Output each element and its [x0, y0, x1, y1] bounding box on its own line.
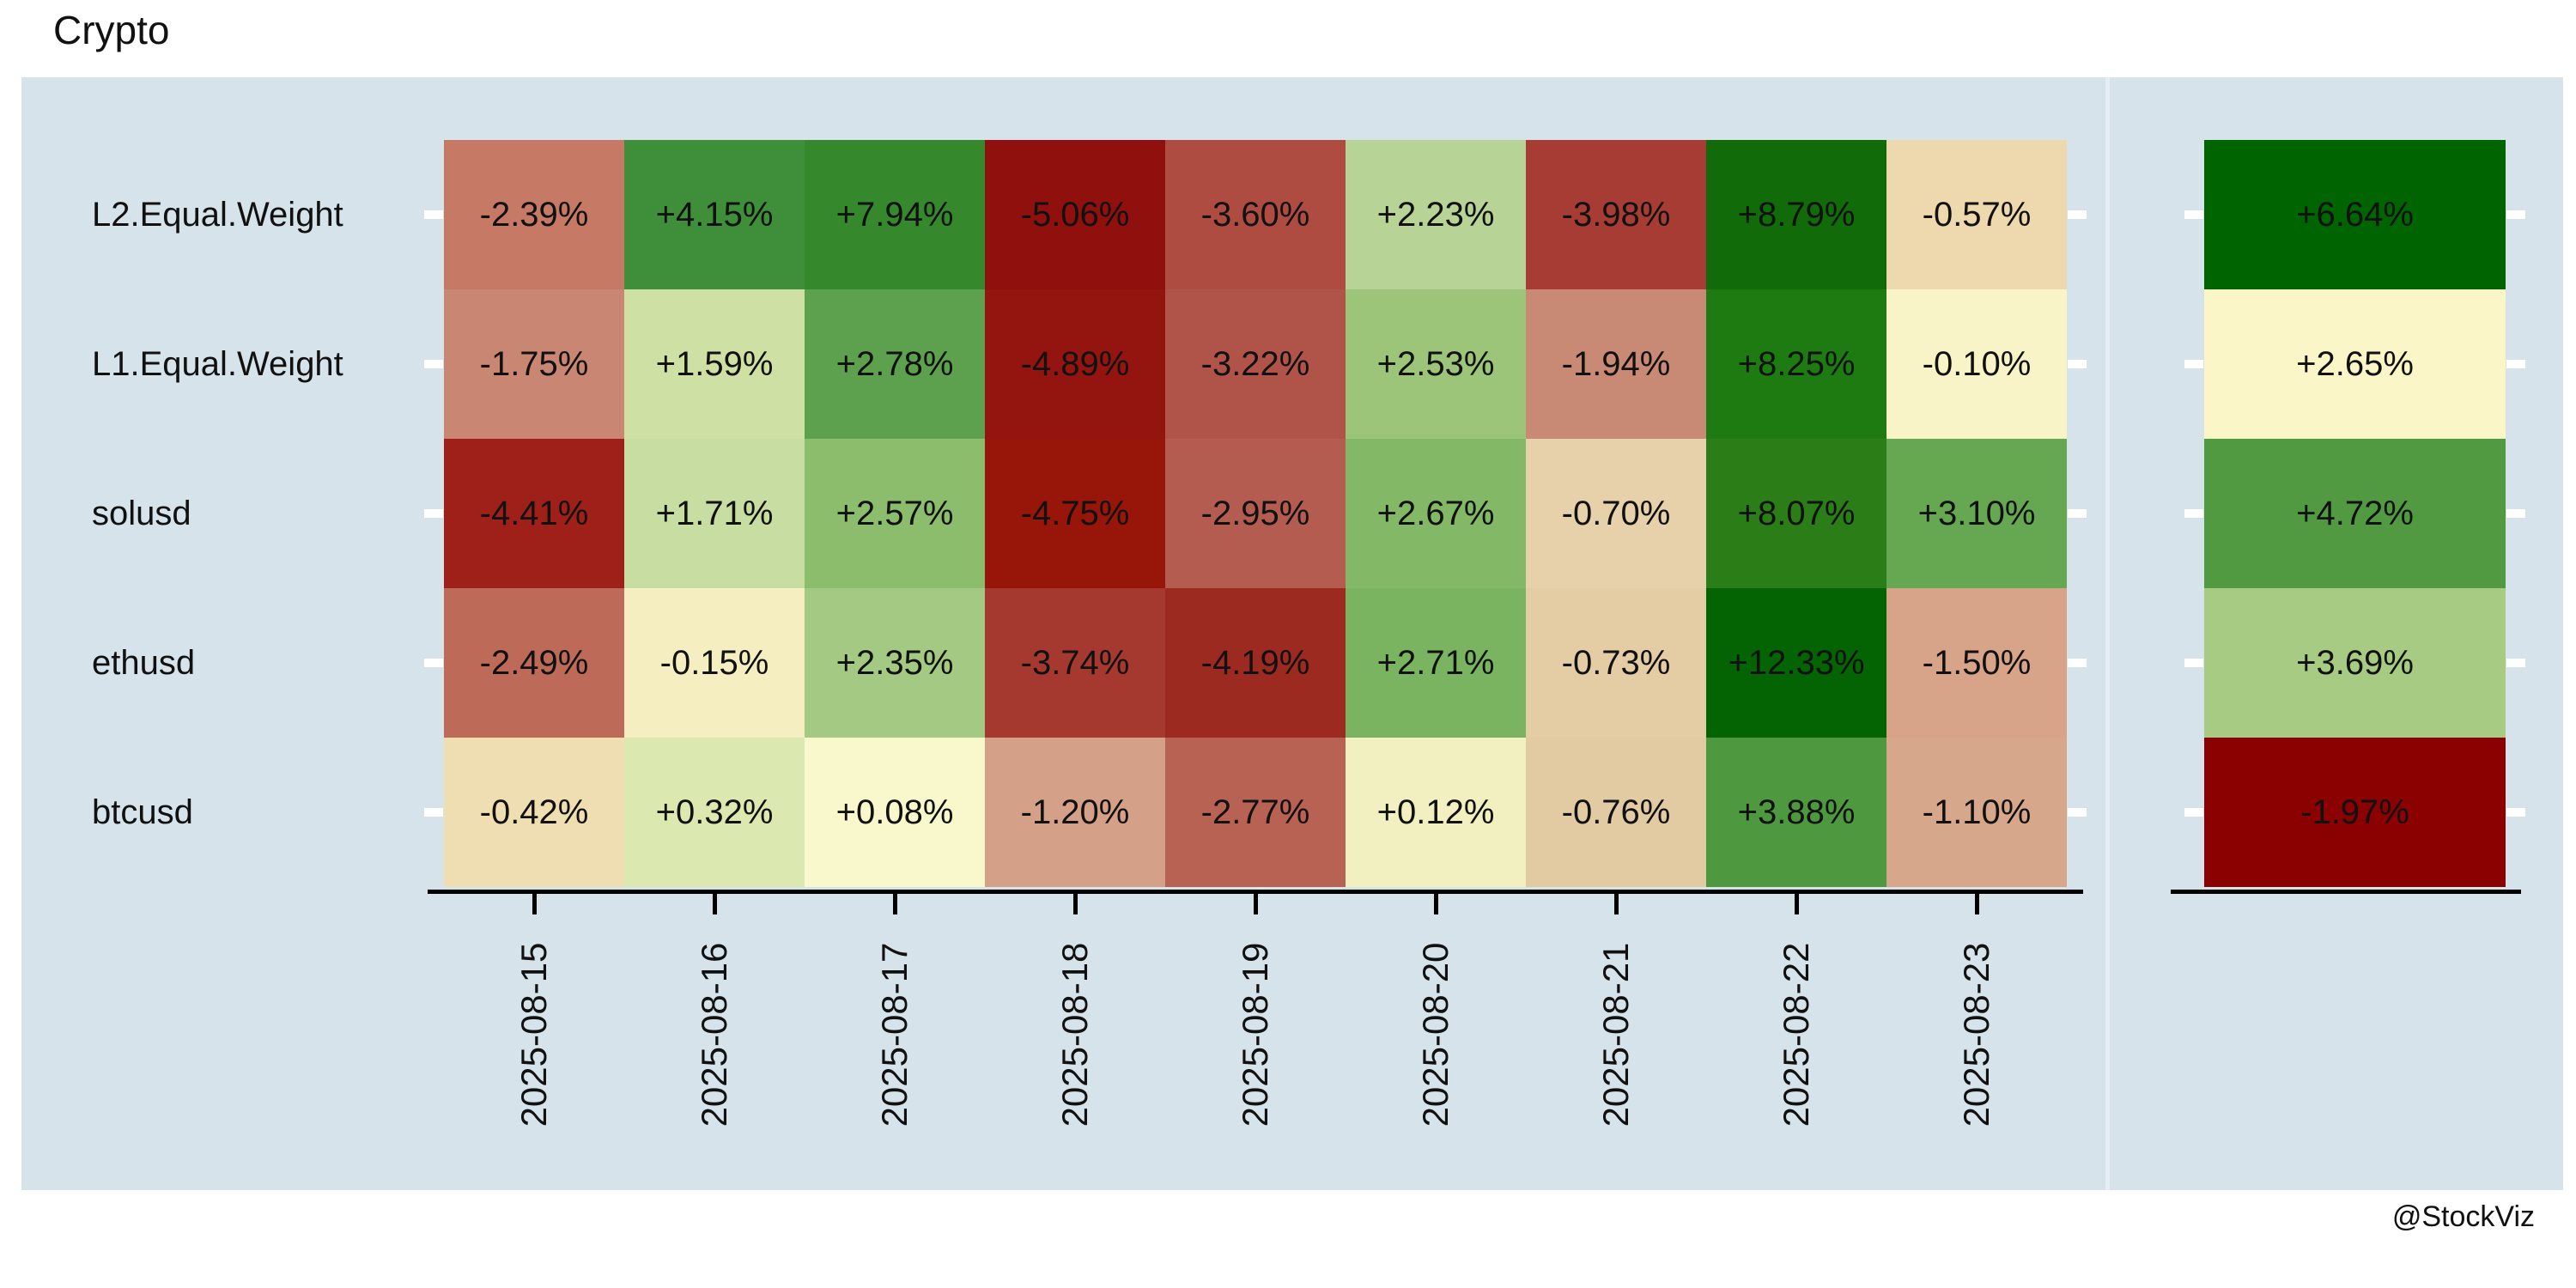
- y-axis-tick: [2068, 210, 2087, 219]
- y-axis-tick: [2068, 808, 2087, 817]
- y-axis-tick: [2506, 509, 2525, 518]
- total-cell: +4.72%: [2204, 439, 2506, 588]
- heatmap-cell: -4.19%: [1165, 588, 1346, 738]
- x-axis-tick: [1794, 894, 1799, 914]
- heatmap-cell: +0.08%: [805, 738, 985, 887]
- y-axis-tick: [424, 210, 443, 219]
- y-axis-tick: [2068, 659, 2087, 667]
- heatmap-cell: +8.79%: [1706, 140, 1886, 289]
- heatmap-cell: -0.15%: [624, 588, 805, 738]
- y-axis-tick: [2506, 360, 2525, 368]
- heatmap-cell: -4.75%: [985, 439, 1165, 588]
- heatmap-cell: -2.95%: [1165, 439, 1346, 588]
- heatmap-cell: +0.12%: [1346, 738, 1526, 887]
- row-label-solusd: solusd: [92, 494, 191, 532]
- y-axis-tick: [2506, 210, 2525, 219]
- heatmap-cell: +8.07%: [1706, 439, 1886, 588]
- heatmap-cell: +8.25%: [1706, 289, 1886, 439]
- x-axis-date-label: 2025-08-17: [874, 942, 914, 1127]
- heatmap-cell: -0.10%: [1886, 289, 2067, 439]
- y-axis-tick: [2184, 659, 2203, 667]
- heatmap-cell: -1.50%: [1886, 588, 2067, 738]
- heatmap-cell: +0.32%: [624, 738, 805, 887]
- heatmap-cell: +12.33%: [1706, 588, 1886, 738]
- heatmap-cell: -3.60%: [1165, 140, 1346, 289]
- x-axis-date-label: 2025-08-15: [513, 942, 554, 1127]
- heatmap-cell: +2.57%: [805, 439, 985, 588]
- stockviz-attribution: @StockViz: [2391, 1200, 2535, 1233]
- heatmap-cell: +2.71%: [1346, 588, 1526, 738]
- x-axis-tick: [532, 894, 537, 914]
- x-axis-tick: [1613, 894, 1619, 914]
- heatmap-cell: -4.89%: [985, 289, 1165, 439]
- heatmap-cell: -3.98%: [1526, 140, 1706, 289]
- x-axis-date-label: 2025-08-16: [694, 942, 734, 1127]
- total-cell: -1.97%: [2204, 738, 2506, 887]
- total-cell: +2.65%: [2204, 289, 2506, 439]
- x-axis-tick: [1253, 894, 1258, 914]
- chart-title: Crypto: [53, 8, 170, 52]
- heatmap-cell: +3.10%: [1886, 439, 2067, 588]
- heatmap-cell: -0.42%: [444, 738, 624, 887]
- heatmap-cell: +7.94%: [805, 140, 985, 289]
- heatmap-cell: +2.67%: [1346, 439, 1526, 588]
- heatmap-cell: +4.15%: [624, 140, 805, 289]
- heatmap-cell: -5.06%: [985, 140, 1165, 289]
- x-axis-date-label: 2025-08-20: [1415, 942, 1455, 1127]
- y-axis-tick: [2068, 509, 2087, 518]
- heatmap-cell: -4.41%: [444, 439, 624, 588]
- total-cell: +6.64%: [2204, 140, 2506, 289]
- total-cell: +3.69%: [2204, 588, 2506, 738]
- y-axis-tick: [2506, 808, 2525, 817]
- heatmap-cell: -1.75%: [444, 289, 624, 439]
- heatmap-cell: -1.10%: [1886, 738, 2067, 887]
- heatmap-cell: -0.76%: [1526, 738, 1706, 887]
- heatmap-cell: +2.23%: [1346, 140, 1526, 289]
- heatmap-cell: +2.78%: [805, 289, 985, 439]
- x-axis-tick: [1072, 894, 1078, 914]
- row-label-btcusd: btcusd: [92, 793, 193, 831]
- row-label-L1.Equal.Weight: L1.Equal.Weight: [92, 344, 343, 383]
- x-axis-date-label: 2025-08-22: [1776, 942, 1816, 1127]
- y-axis-tick: [2184, 509, 2203, 518]
- heatmap-cell: +2.35%: [805, 588, 985, 738]
- y-axis-tick: [424, 509, 443, 518]
- x-axis-tick: [892, 894, 897, 914]
- heatmap-cell: -2.49%: [444, 588, 624, 738]
- x-axis-date-label: 2025-08-19: [1235, 942, 1275, 1127]
- heatmap-cell: +1.71%: [624, 439, 805, 588]
- x-axis-line-totals: [2171, 890, 2521, 894]
- x-axis-tick: [1974, 894, 1979, 914]
- x-axis-line-main: [428, 890, 2083, 894]
- x-axis-date-label: 2025-08-18: [1054, 942, 1095, 1127]
- heatmap-cell: -2.39%: [444, 140, 624, 289]
- y-axis-tick: [424, 360, 443, 368]
- heatmap-cell: -2.77%: [1165, 738, 1346, 887]
- heatmap-cell: -0.70%: [1526, 439, 1706, 588]
- y-axis-tick: [2068, 360, 2087, 368]
- y-axis-tick: [2184, 808, 2203, 817]
- heatmap-cell: +3.88%: [1706, 738, 1886, 887]
- heatmap-cell: -0.73%: [1526, 588, 1706, 738]
- y-axis-tick: [2506, 659, 2525, 667]
- x-axis-tick: [712, 894, 717, 914]
- x-axis-date-label: 2025-08-21: [1595, 942, 1636, 1127]
- heatmap-cell: +2.53%: [1346, 289, 1526, 439]
- heatmap-cell: -0.57%: [1886, 140, 2067, 289]
- y-axis-tick: [2184, 210, 2203, 219]
- y-axis-tick: [2184, 360, 2203, 368]
- y-axis-tick: [424, 659, 443, 667]
- row-label-ethusd: ethusd: [92, 643, 196, 682]
- heatmap-cell: -1.94%: [1526, 289, 1706, 439]
- panel-divider: [2105, 77, 2110, 1190]
- x-axis-date-label: 2025-08-23: [1956, 942, 1996, 1127]
- heatmap-cell: +1.59%: [624, 289, 805, 439]
- x-axis-tick: [1433, 894, 1438, 914]
- heatmap-cell: -3.22%: [1165, 289, 1346, 439]
- row-label-L2.Equal.Weight: L2.Equal.Weight: [92, 195, 343, 234]
- y-axis-tick: [424, 808, 443, 817]
- heatmap-cell: -3.74%: [985, 588, 1165, 738]
- heatmap-cell: -1.20%: [985, 738, 1165, 887]
